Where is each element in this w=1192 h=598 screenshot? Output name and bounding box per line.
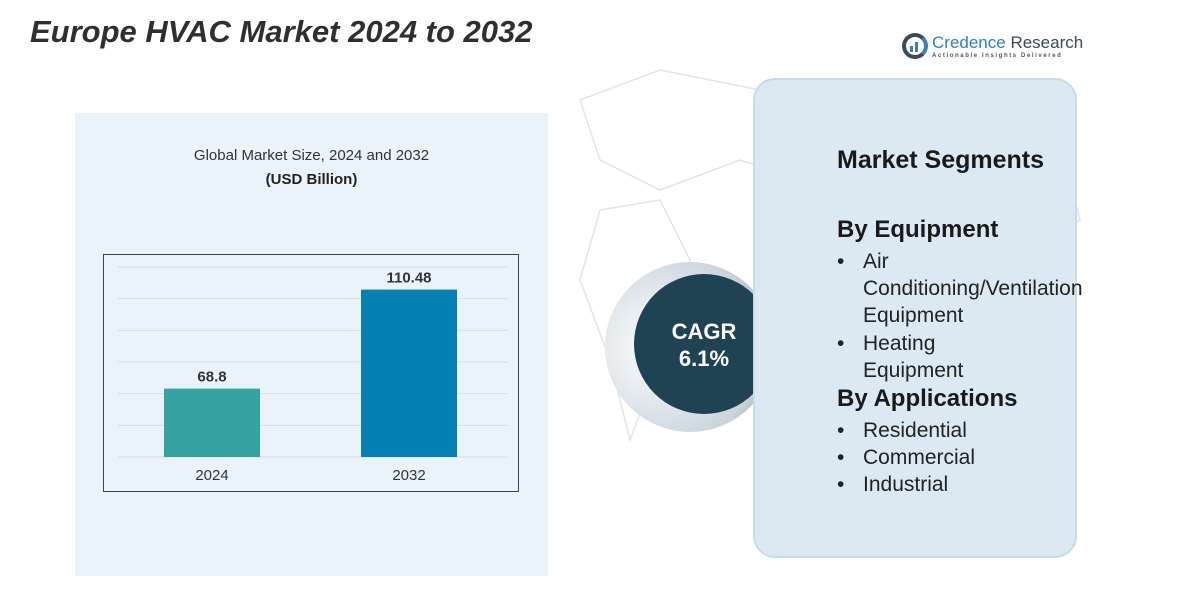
segment-group-title: By Applications bbox=[837, 385, 1018, 412]
x-tick-label: 2032 bbox=[392, 467, 425, 484]
segment-item: • Industrial bbox=[837, 473, 949, 496]
chart-title: Global Market Size, 2024 and 2032 bbox=[193, 147, 430, 164]
logo-icon bbox=[902, 33, 928, 59]
page-title: Europe HVAC Market 2024 to 2032 bbox=[30, 14, 533, 49]
market-segments-panel: Market Segments By Equipment • Air Condit… bbox=[753, 78, 1083, 558]
bar-2024 bbox=[164, 388, 260, 457]
segment-item: • Heating Equipment bbox=[837, 332, 964, 382]
x-tick-label: 2024 bbox=[195, 467, 228, 484]
data-label: 68.8 bbox=[197, 369, 226, 386]
data-label: 110.48 bbox=[386, 270, 431, 287]
bar-2032 bbox=[361, 289, 457, 457]
chart-unit: (USD Billion) bbox=[265, 171, 358, 188]
cagr-label: CAGR bbox=[671, 319, 737, 344]
credence-research-logo: Credence Research Actionable Insights De… bbox=[902, 33, 1083, 59]
segment-item: • Residential bbox=[837, 419, 967, 442]
segment-item: • Commercial bbox=[837, 446, 976, 469]
segment-item: • Air Conditioning/Ventilation Equipment bbox=[837, 250, 1083, 327]
cagr-badge: CAGR 6.1% bbox=[634, 274, 774, 414]
bar-chart: 68.8 2024 110.48 2032 bbox=[103, 254, 519, 492]
chart-panel bbox=[75, 113, 548, 576]
logo-name-2: Research bbox=[1010, 33, 1084, 52]
logo-name: Credence bbox=[932, 33, 1006, 52]
segment-group-title: By Equipment bbox=[837, 216, 999, 243]
segments-heading: Market Segments bbox=[837, 146, 1045, 174]
cagr-value: 6.1% bbox=[678, 346, 730, 371]
logo-tagline: Actionable Insights Delivered bbox=[932, 53, 1063, 59]
